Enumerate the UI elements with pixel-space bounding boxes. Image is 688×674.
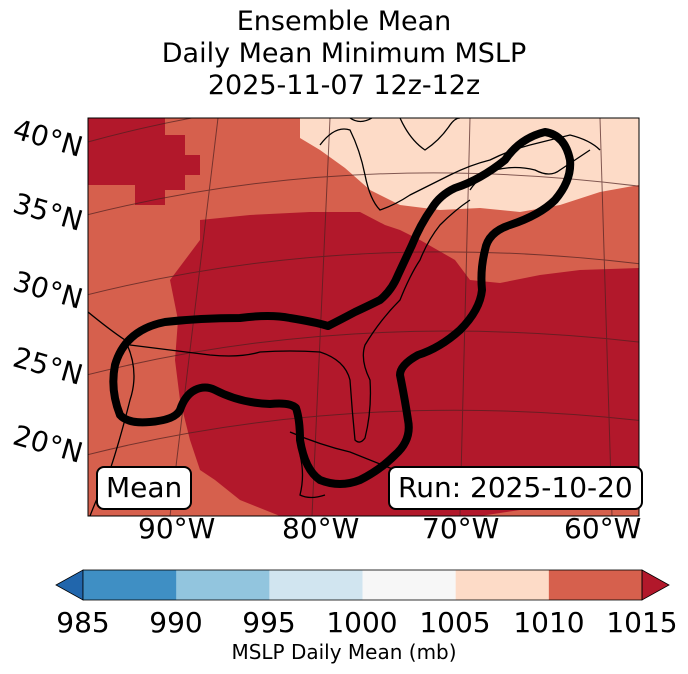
mean-label-box: Mean <box>96 466 193 510</box>
colorbar-tick-990: 990 <box>149 606 203 639</box>
colorbar-segment-4 <box>362 570 457 600</box>
pressure-field-1005 <box>300 118 639 212</box>
title-line-3: 2025-11-07 12z-12z <box>207 70 481 101</box>
colorbar <box>55 569 670 601</box>
colorbar-tick-985: 985 <box>56 606 110 639</box>
colorbar-segment-1 <box>83 570 177 600</box>
colorbar-tick-1010: 1010 <box>513 606 585 639</box>
colorbar-frame <box>82 569 643 601</box>
colorbar-segment-6 <box>548 570 643 600</box>
map-plot-area <box>88 118 639 516</box>
colorbar-segment-3 <box>269 570 364 600</box>
colorbar-tick-1015: 1015 <box>606 606 678 639</box>
lon-label-60w: 60°W <box>564 512 642 545</box>
run-date-box: Run: 2025-10-20 <box>388 466 643 510</box>
colorbar-tick-1000: 1000 <box>326 606 398 639</box>
colorbar-extend-min <box>55 569 84 601</box>
lon-label-70w: 70°W <box>422 512 500 545</box>
title-line-1: Ensemble Mean <box>236 6 452 37</box>
colorbar-segment-5 <box>455 570 550 600</box>
pressure-field-1015 <box>88 118 200 205</box>
colorbar-label: MSLP Daily Mean (mb) <box>231 640 457 664</box>
map-frame <box>87 117 640 517</box>
colorbar-tick-1005: 1005 <box>419 606 491 639</box>
colorbar-tick-995: 995 <box>242 606 296 639</box>
title-line-2: Daily Mean Minimum MSLP <box>161 38 527 69</box>
lon-label-90w: 90°W <box>138 512 216 545</box>
ensemble-contour <box>109 128 575 488</box>
colorbar-segment-2 <box>176 570 270 600</box>
colorbar-extend-max <box>641 569 670 601</box>
lon-label-80w: 80°W <box>282 512 360 545</box>
